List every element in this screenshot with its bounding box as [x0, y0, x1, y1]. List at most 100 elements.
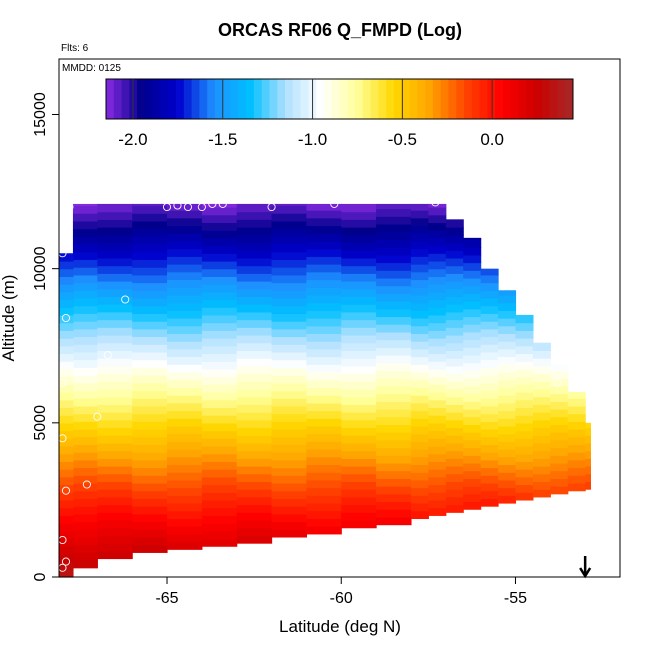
heatmap-cell: [132, 213, 168, 222]
heatmap-cell: [59, 345, 74, 355]
observation-point: [173, 201, 182, 210]
heatmap-field: [59, 203, 591, 578]
heatmap-cell: [72, 382, 98, 392]
heatmap-cell: [306, 410, 342, 419]
heatmap-cell: [97, 373, 133, 382]
heatmap-cell: [376, 439, 412, 449]
heatmap-cell: [445, 481, 464, 490]
heatmap-cell: [72, 375, 98, 384]
heatmap-cell: [550, 401, 569, 410]
heatmap-cell: [271, 375, 307, 384]
heatmap-cell: [201, 399, 238, 409]
heatmap-cell: [567, 392, 586, 399]
heatmap-cell: [59, 314, 74, 324]
colorbar-swatch: [214, 79, 224, 119]
heatmap-cell: [376, 247, 412, 256]
observation-point: [103, 350, 112, 360]
heatmap-cell: [498, 456, 517, 466]
heatmap-cell: [72, 305, 98, 314]
colorbar-swatch: [526, 79, 535, 119]
colorbar: -2.0 -1.5 -1.0 -0.5 0.0: [105, 78, 574, 149]
heatmap-cell: [480, 344, 499, 353]
heatmap-cell: [532, 442, 551, 452]
heatmap-cell: [132, 344, 168, 353]
heatmap-cell: [59, 384, 74, 393]
heatmap-cell: [201, 499, 238, 509]
heatmap-cell: [167, 425, 203, 435]
heatmap-cell: [445, 334, 464, 344]
observation-point: [218, 199, 227, 208]
heatmap-cell: [201, 492, 238, 501]
observation-point: [330, 199, 339, 208]
heatmap-cell: [201, 361, 238, 370]
heatmap-cell: [532, 365, 551, 375]
heatmap-cell: [72, 344, 98, 353]
arrow-head: [579, 567, 592, 579]
heatmap-cell: [97, 227, 133, 236]
heatmap-cell: [306, 287, 342, 296]
heatmap-cell: [428, 253, 447, 262]
heatmap-cell: [201, 507, 238, 516]
colorbar-swatch: [277, 79, 286, 119]
colorbar-swatch: [464, 79, 473, 119]
heatmap-cell: [376, 293, 412, 302]
heatmap-cell: [480, 459, 499, 469]
heatmap-cell: [97, 489, 133, 498]
heatmap-cell: [167, 503, 203, 512]
heatmap-cell: [167, 348, 203, 358]
heatmap-cell: [132, 282, 168, 291]
heatmap-cell: [445, 365, 464, 375]
heatmap-cell: [59, 453, 74, 462]
heatmap-cell: [97, 396, 133, 405]
heatmap-cell: [445, 381, 464, 390]
heatmap-cell: [97, 311, 133, 321]
heatmap-cell: [428, 307, 447, 316]
colorbar-swatch: [401, 79, 411, 119]
heatmap-cell: [201, 430, 238, 439]
heatmap-cell: [341, 365, 377, 375]
heatmap-cell: [236, 257, 273, 267]
heatmap-cell: [341, 481, 377, 490]
heatmap-cell: [167, 495, 203, 504]
heatmap-cell: [132, 429, 168, 438]
heatmap-cell: [236, 419, 273, 429]
colorbar-swatch: [362, 79, 372, 119]
heatmap-cell: [132, 459, 168, 469]
colorbar-swatch: [238, 79, 247, 119]
heatmap-cell: [480, 444, 499, 453]
heatmap-cell: [167, 464, 203, 473]
heatmap-cell: [532, 358, 551, 367]
heatmap-cell: [271, 220, 307, 230]
heatmap-cell: [97, 381, 133, 390]
heatmap-cell: [236, 211, 273, 220]
heatmap-cell: [167, 287, 203, 296]
heatmap-cell: [498, 472, 517, 481]
heatmap-cell: [59, 361, 74, 370]
heatmap-cell: [236, 227, 273, 236]
heatmap-cell: [97, 481, 133, 490]
heatmap-cell: [498, 348, 517, 358]
heatmap-cell: [72, 536, 98, 546]
heatmap-cell: [410, 395, 429, 404]
heatmap-cell: [585, 427, 591, 436]
heatmap-cell: [445, 319, 464, 328]
heatmap-cell: [132, 259, 168, 268]
heatmap-cell: [376, 316, 412, 325]
colorbar-swatch: [323, 79, 333, 119]
heatmap-cell: [167, 479, 203, 489]
heatmap-cell: [410, 433, 429, 442]
heatmap-cell: [271, 513, 307, 523]
heatmap-cell: [97, 466, 133, 475]
heatmap-cell: [306, 441, 342, 450]
colorbar-tick-label: -0.5: [388, 130, 417, 149]
heatmap-cell: [72, 203, 98, 207]
heatmap-cell: [167, 387, 203, 396]
colorbar-swatch: [502, 79, 512, 119]
heatmap-cell: [515, 330, 534, 339]
heatmap-cell: [341, 458, 377, 467]
heatmap-cell: [97, 527, 133, 536]
heatmap-cell: [59, 492, 74, 501]
heatmap-cell: [515, 392, 534, 401]
heatmap-cell: [236, 273, 273, 282]
heatmap-cell: [376, 393, 412, 402]
